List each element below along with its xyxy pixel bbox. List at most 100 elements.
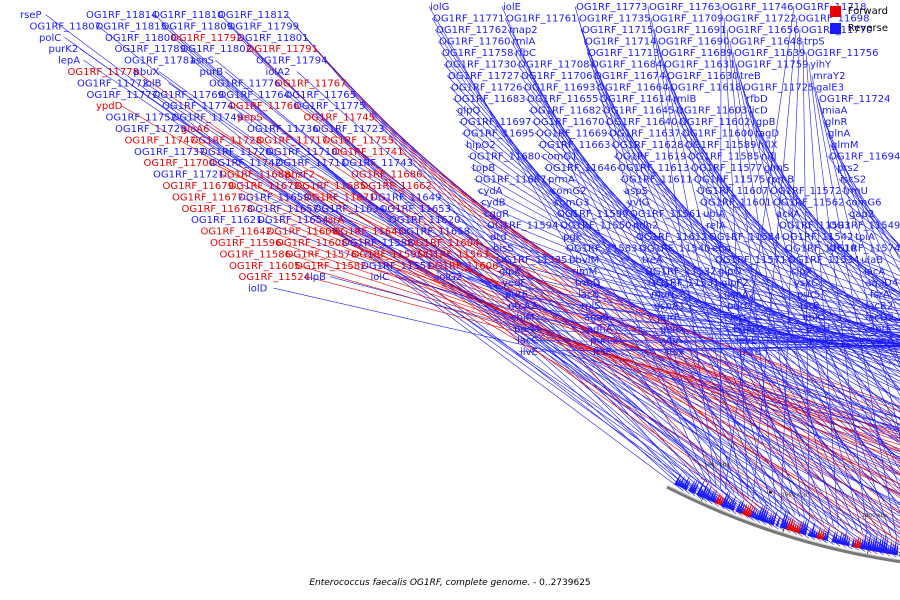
leader-line [455,109,900,495]
leader-line [212,128,900,542]
gene-label: hipO2 [466,140,496,151]
gene-label: OG1RF_11656 [728,25,800,36]
caption-organism: Enterococcus faecalis OG1RF, complete ge… [309,578,531,588]
gene-label: OG1RF_11693 [524,83,596,94]
gene-label: OG1RF_11710 [266,147,338,158]
gene-label: topB [472,163,495,174]
leader-line [628,213,900,348]
gene-label: OG1RF_11595 [352,249,424,260]
leader-line [333,151,900,509]
leader-line [814,86,900,437]
leader-line [503,293,900,353]
gene-label: map2 [509,25,538,36]
leader-line [431,17,730,493]
gene-label: OG1RF_11777 [87,90,159,101]
legend-forward-label: Forward [847,6,888,17]
gene-label: OG1RF_11599 [557,209,629,220]
gene-label: gap2 [849,209,874,220]
forward-gene-arrow [714,492,721,505]
gene-label: OG1RF_11773 [576,2,648,13]
leader-line [817,98,900,366]
reverse-gene-arrow [866,531,872,551]
gene-label: trpS [804,37,825,48]
leader-line [768,190,900,297]
leader-line [491,247,900,367]
gene-label: yedF [502,278,526,289]
gene-label: OG1RF_11741 [332,147,404,158]
gene-label: OG1RF_11643 [333,227,405,238]
gene-leader-lines [45,6,900,558]
leader-line [580,29,768,507]
gene-label: lacC [517,336,538,347]
gene-label: OG1RF_11646 [545,163,617,174]
leader-line [561,236,900,358]
gene-label: iolE [503,2,521,13]
leader-line [452,98,900,515]
legend: Forward Reverse [829,6,888,40]
leader-line [713,259,900,321]
reverse-gene-arrow [870,535,876,552]
leader-line [598,98,900,492]
leader-line [658,328,900,341]
reverse-gene-arrow [729,494,737,511]
gene-label: OG1RF_11683 [454,94,526,105]
forward-gene-arrow [788,515,795,531]
gene-label: OG1RF_11576 [286,249,358,260]
leader-line [582,316,900,344]
gene-label: treB [740,71,761,82]
leader-line [811,75,898,539]
leader-line [316,173,900,489]
leader-line [258,139,900,529]
leader-line [429,265,900,419]
reverse-gene-arrow [881,533,887,554]
gene-label: glpO [718,267,741,278]
gene-label: OG1RF_11742 [210,158,282,169]
reverse-gene-arrow [720,488,730,507]
gene-label: OG1RF_11720 [200,147,272,158]
leader-line [558,224,900,362]
scale-tick [700,495,705,502]
reverse-gene-arrow [708,488,716,502]
reverse-gene-arrow [803,517,810,536]
gene-label: OG1RF_11737 [134,147,206,158]
gene-label: rmlB [673,94,696,105]
leader-line [689,167,900,348]
leader-line [278,242,900,453]
leader-line [273,287,900,431]
gene-label: glmS [764,163,789,174]
gene-label: OG1RF_11776 [209,78,281,89]
leader-line [765,178,900,301]
leader-line [353,253,900,436]
gene-label: OG1RF_11814 [86,10,158,21]
gene-label: OG1RF_11619 [615,152,687,163]
gene-label: OG1RF_11765 [285,90,357,101]
gene-track [674,472,900,556]
leader-line [604,121,900,440]
gene-label: iolB [143,78,162,89]
gene-label: fsrA [870,290,890,301]
reverse-gene-arrow [883,535,889,554]
leader-line [546,178,900,391]
gene-label: OG1RF_11810 [152,10,224,21]
reverse-gene-arrow [690,477,699,494]
forward-gene-arrow [818,529,823,540]
reverse-gene-arrow [676,477,682,487]
gene-label: pepS [238,113,263,124]
gene-label: OG1RF_11640 [606,117,678,128]
gene-label: rpmB [767,175,794,186]
reverse-gene-arrow [700,479,710,498]
forward-gene-arrow [786,515,792,531]
gene-label: hisS [493,244,514,255]
gene-label: miaA [822,106,848,117]
reverse-gene-arrow [798,517,805,535]
gene-label: rplS [581,301,601,312]
gene-label: OG1RF_11726 [451,83,523,94]
reverse-gene-arrow [758,502,767,522]
reverse-gene-arrow [712,493,718,504]
leader-line [449,86,900,539]
gene-label: prs2 [837,163,859,174]
gene-label: OG1RF_11562 [773,198,845,209]
gene-label: OG1RF_11618 [670,83,742,94]
leader-line [268,230,900,460]
gene-label: OG1RF_11762 [436,25,508,36]
